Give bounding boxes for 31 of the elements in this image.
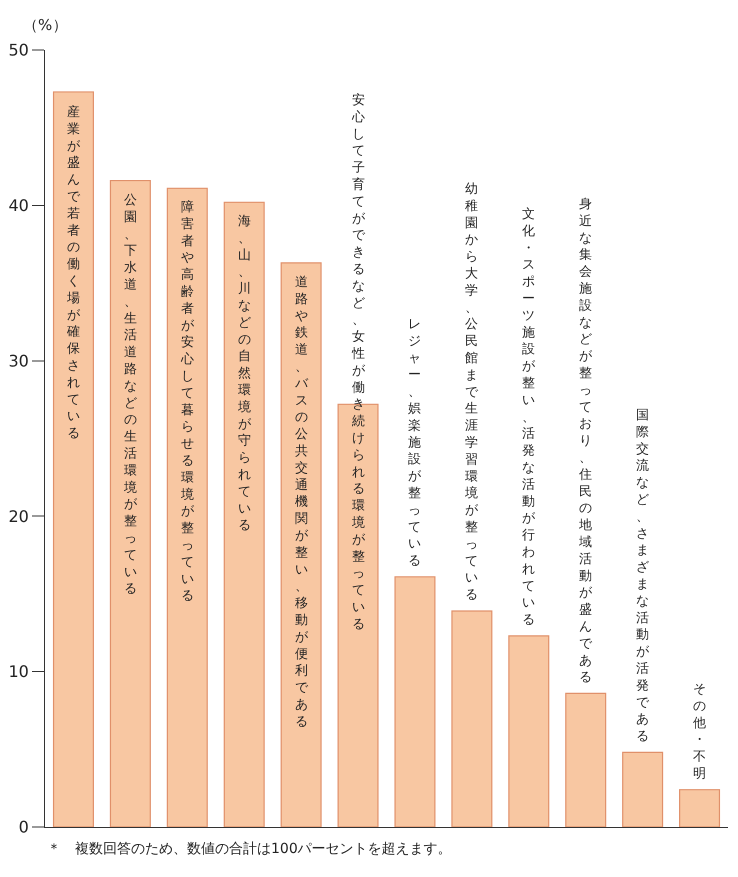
y-tick-label: 50 — [8, 40, 29, 60]
bar — [110, 180, 151, 827]
category-label: レジャー、娯楽施設が整っている — [408, 317, 421, 569]
category-label: 公園、下水道、生活道路などの生活環境が整っている — [124, 193, 137, 597]
y-tick-label: 20 — [8, 506, 29, 526]
category-label: 安心して子育てができるなど、女性が働き続けられる環境が整っている — [352, 93, 365, 632]
bar — [451, 610, 492, 827]
bar — [280, 262, 322, 827]
category-label: 国際交流など、さまざまな活動が活発である — [636, 408, 649, 744]
category-label: 文化・スポーツ施設が整い、活発な活動が行われている — [522, 207, 535, 628]
bar — [224, 202, 265, 827]
y-tick-label: 30 — [8, 351, 29, 370]
bar — [394, 576, 436, 827]
category-label: 障害者や高齢者が安心して暮らせる環境が整っている — [181, 200, 194, 604]
category-label: 産業が盛んで若者の働く場が確保されている — [67, 105, 80, 442]
y-tick-label: 40 — [8, 196, 29, 215]
category-label: 海、山、川などの自然環境が守られている — [238, 214, 251, 534]
bar — [565, 692, 606, 827]
bar — [52, 91, 94, 827]
bar — [679, 789, 720, 827]
y-tick-label: 0 — [18, 818, 29, 837]
category-label: 身近な集会施設などが整っており、住民の地域活動が盛んである — [579, 197, 592, 686]
bar — [622, 752, 664, 827]
y-tick-label: 10 — [8, 662, 29, 682]
bar — [508, 635, 550, 827]
category-label: 道路や鉄道、バスの公共交通機関が整い、移動が便利である — [295, 275, 308, 730]
x-tick-label: その他・不明 — [693, 682, 706, 782]
category-label: 幼稚園から大学、公民館まで生涯学習環境が整っている — [465, 182, 478, 603]
y-axis-title: （%） — [23, 16, 68, 34]
text: ＊ 複数回答のため、数値の合計は100パーセントを超えます。 — [47, 841, 452, 857]
bar — [166, 188, 208, 827]
